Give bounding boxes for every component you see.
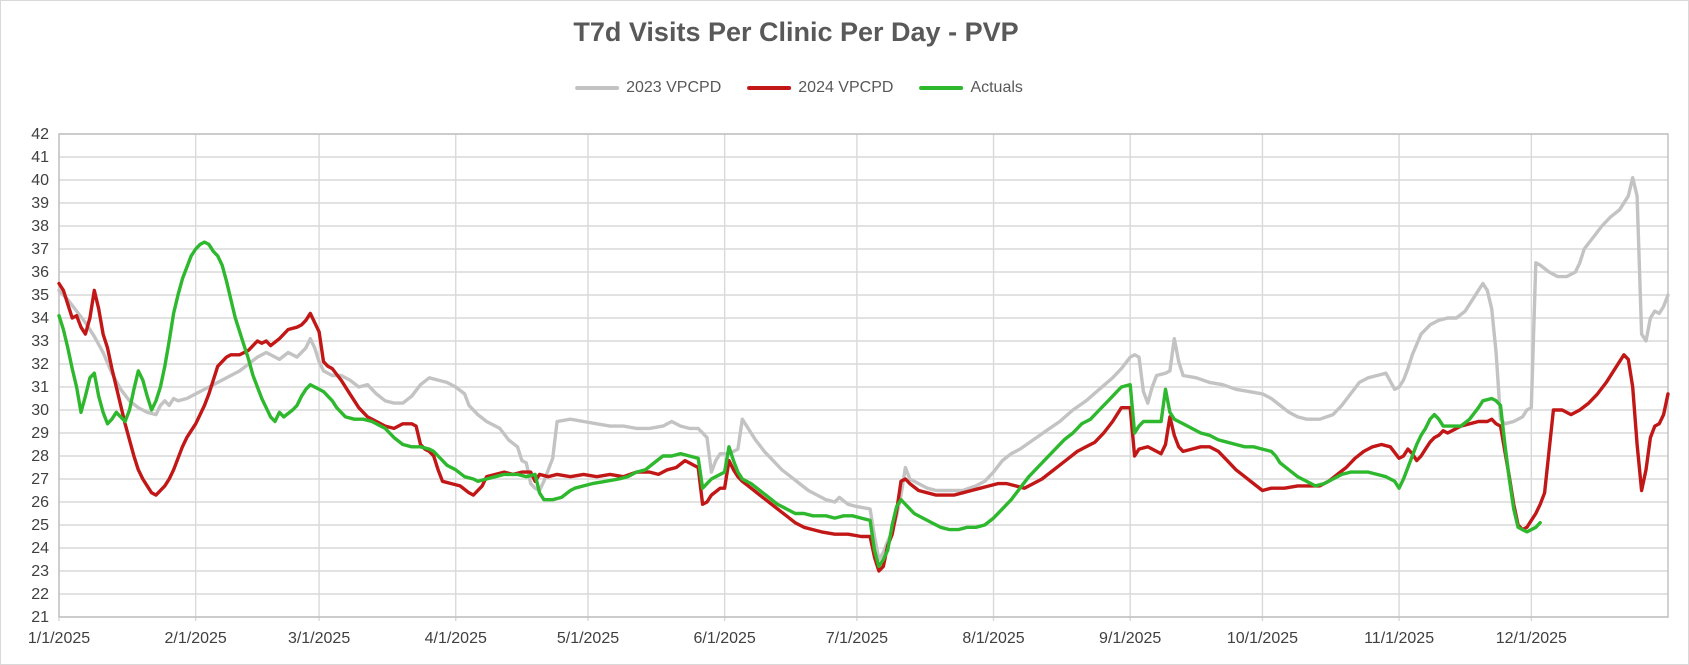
y-axis-tick-label-34: 34 [31,310,49,327]
y-axis-tick-label-36: 36 [31,264,49,281]
legend-item-actuals[interactable]: Actuals [919,79,1023,97]
y-axis-tick-label-21: 21 [31,609,49,626]
y-axis-tick-label-23: 23 [31,563,49,580]
y-axis-tick-label-37: 37 [31,241,49,258]
x-axis-tick-label-2/1/2025: 2/1/2025 [165,630,227,647]
x-axis-tick-label-10/1/2025: 10/1/2025 [1227,630,1298,647]
x-axis-tick-label-4/1/2025: 4/1/2025 [425,630,487,647]
y-axis-tick-label-32: 32 [31,356,49,373]
x-axis-tick-label-8/1/2025: 8/1/2025 [962,630,1024,647]
y-axis-tick-label-42: 42 [31,126,49,143]
legend-label: 2023 VPCPD [626,79,722,96]
y-axis-tick-label-24: 24 [31,540,49,557]
x-axis-tick-label-1/1/2025: 1/1/2025 [28,630,90,647]
y-axis-tick-label-30: 30 [31,402,49,419]
x-axis-tick-label-7/1/2025: 7/1/2025 [826,630,888,647]
legend-item-2024-vpcpd[interactable]: 2024 VPCPD [747,79,893,97]
legend-line-swatch [575,86,620,90]
legend-label: 2024 VPCPD [798,79,894,96]
y-axis-tick-label-40: 40 [31,172,49,189]
x-axis-tick-label-11/1/2025: 11/1/2025 [1364,630,1434,647]
y-axis-tick-label-25: 25 [31,517,49,534]
series-line-2023-vpcpd[interactable] [57,176,1670,562]
legend-line-swatch [747,86,792,90]
y-axis-tick-label-38: 38 [31,218,49,235]
y-axis-tick-label-33: 33 [31,333,49,350]
y-axis-tick-label-26: 26 [31,494,49,511]
x-axis-tick-label-3/1/2025: 3/1/2025 [288,630,350,647]
x-axis-tick-label-6/1/2025: 6/1/2025 [694,630,756,647]
y-axis-tick-label-27: 27 [31,471,49,488]
legend-label: Actuals [970,79,1023,96]
y-axis-tick-label-41: 41 [31,149,49,166]
x-axis-tick-label-12/1/2025: 12/1/2025 [1496,630,1567,647]
y-axis-tick-label-28: 28 [31,448,49,465]
y-axis-tick-label-39: 39 [31,195,49,212]
legend-item-2023-vpcpd[interactable]: 2023 VPCPD [575,79,721,97]
y-axis-tick-label-22: 22 [31,586,49,603]
x-axis-tick-label-5/1/2025: 5/1/2025 [557,630,619,647]
series-line-actuals[interactable] [57,240,1542,569]
y-axis-tick-label-35: 35 [31,287,49,304]
y-axis-tick-label-31: 31 [31,379,49,396]
plot-border [58,133,1669,618]
series-line-2024-vpcpd[interactable] [57,281,1670,573]
x-axis-tick-label-9/1/2025: 9/1/2025 [1099,630,1161,647]
legend-line-swatch [919,86,964,90]
chart-legend: 2023 VPCPD 2024 VPCPD Actuals [575,79,1023,97]
chart-title: T7d Visits Per Clinic Per Day - PVP [573,17,1019,47]
y-axis-tick-label-29: 29 [31,425,49,442]
